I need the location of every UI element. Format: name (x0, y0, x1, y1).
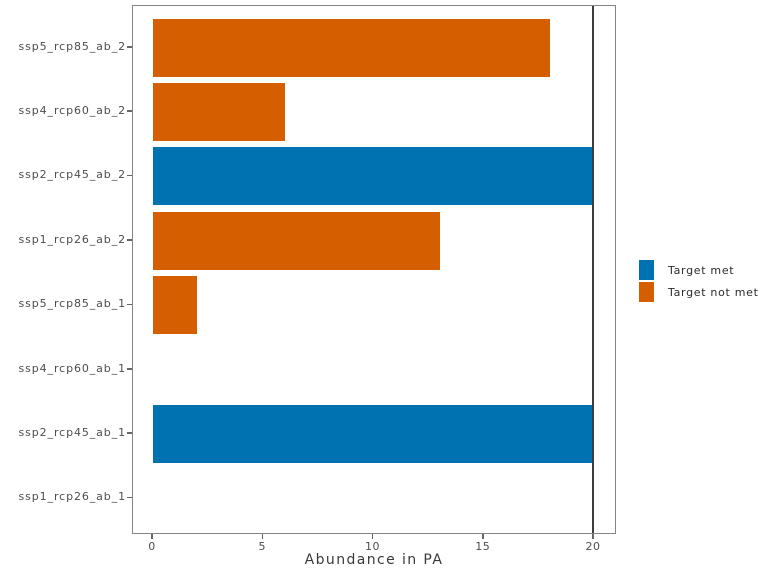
legend-key-swatch-not_met (639, 282, 654, 302)
y-tick-label-ssp5_rcp85_ab_2: ssp5_rcp85_ab_2 (18, 39, 126, 53)
y-axis-tick (127, 496, 132, 499)
legend-label-met: Target met (668, 263, 735, 277)
x-tick-label-20: 20 (585, 540, 601, 553)
x-axis-tick (592, 534, 594, 539)
y-axis-tick (127, 46, 132, 48)
y-tick-label-ssp1_rcp26_ab_1: ssp1_rcp26_ab_1 (18, 490, 126, 504)
x-axis-tick (261, 534, 263, 539)
legend-key-swatch-met (639, 260, 654, 280)
x-axis-title: Abundance in PA (304, 552, 444, 568)
y-tick-label-ssp2_rcp45_ab_1: ssp2_rcp45_ab_1 (18, 425, 126, 439)
legend: Target met Target not met (639, 260, 759, 304)
y-tick-label-ssp4_rcp60_ab_2: ssp4_rcp60_ab_2 (18, 103, 126, 117)
y-axis-tick (127, 239, 132, 241)
plot-panel (132, 5, 616, 534)
legend-item-not_met: Target not met (639, 282, 759, 302)
x-tick-label-0: 0 (148, 540, 156, 553)
x-tick-label-5: 5 (258, 540, 266, 553)
bar-ssp4_rcp60_ab_2 (153, 82, 286, 141)
y-axis-tick (127, 174, 132, 177)
y-tick-label-ssp5_rcp85_ab_1: ssp5_rcp85_ab_1 (18, 297, 126, 311)
y-axis-tick (127, 303, 132, 306)
y-axis-tick (127, 110, 132, 112)
y-tick-label-ssp2_rcp45_ab_2: ssp2_rcp45_ab_2 (18, 168, 126, 182)
bar-ssp5_rcp85_ab_2 (153, 18, 550, 77)
x-axis-tick (482, 534, 484, 539)
legend-item-met: Target met (639, 260, 759, 280)
legend-label-not_met: Target not met (668, 285, 759, 299)
bar-ssp5_rcp85_ab_1 (153, 276, 198, 335)
target-reference-line (592, 6, 595, 533)
x-axis-tick (371, 534, 374, 539)
bar-ssp1_rcp26_ab_2 (153, 211, 440, 270)
bar-ssp2_rcp45_ab_1 (153, 404, 594, 463)
y-axis-tick (127, 368, 132, 370)
bar-ssp2_rcp45_ab_2 (153, 147, 594, 206)
y-tick-label-ssp1_rcp26_ab_2: ssp1_rcp26_ab_2 (18, 232, 126, 246)
x-axis-tick (151, 534, 153, 539)
x-tick-label-15: 15 (475, 540, 491, 553)
y-axis-tick (127, 432, 132, 434)
y-tick-label-ssp4_rcp60_ab_1: ssp4_rcp60_ab_1 (18, 361, 126, 375)
x-tick-label-10: 10 (365, 540, 380, 553)
